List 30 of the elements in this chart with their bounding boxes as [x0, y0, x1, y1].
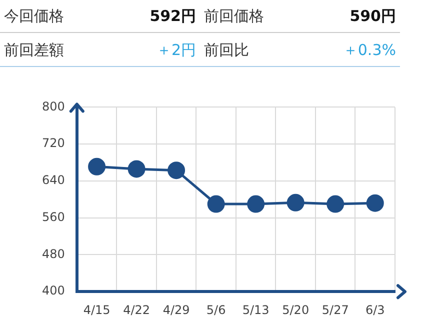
- x-tick-label: 5/6: [206, 302, 226, 317]
- text: 592円: [150, 6, 196, 26]
- point: [247, 195, 265, 213]
- point: [88, 158, 106, 176]
- y-tick-label: 560: [42, 210, 65, 224]
- text: 前回価格: [204, 6, 264, 26]
- text: 前回比: [204, 40, 249, 60]
- text: 今回価格: [4, 6, 64, 26]
- point: [207, 195, 225, 213]
- x-tick-label: 5/13: [242, 302, 270, 317]
- text: 前回差額: [4, 40, 64, 60]
- y-tick-label: 480: [42, 246, 65, 261]
- point: [366, 194, 384, 212]
- point: [286, 194, 304, 212]
- text: ＋0.3%: [342, 40, 396, 60]
- x-tick-label: 6/3: [365, 302, 385, 317]
- text: ＋2円: [156, 40, 196, 60]
- x-tick-label: 5/27: [322, 302, 349, 317]
- point: [168, 162, 186, 180]
- y-tick-label: 640: [42, 173, 65, 188]
- y-tick-label: 400: [42, 284, 65, 298]
- y-tick-label: 720: [42, 136, 65, 150]
- point: [326, 195, 344, 213]
- y-tick-label: 800: [42, 99, 65, 114]
- x-tick-label: 4/15: [83, 302, 110, 317]
- x-tick-label: 4/29: [162, 302, 190, 317]
- point: [128, 160, 146, 178]
- text: 590円: [350, 6, 396, 26]
- x-tick-label: 5/20: [282, 302, 310, 317]
- x-tick-label: 4/22: [123, 302, 150, 317]
